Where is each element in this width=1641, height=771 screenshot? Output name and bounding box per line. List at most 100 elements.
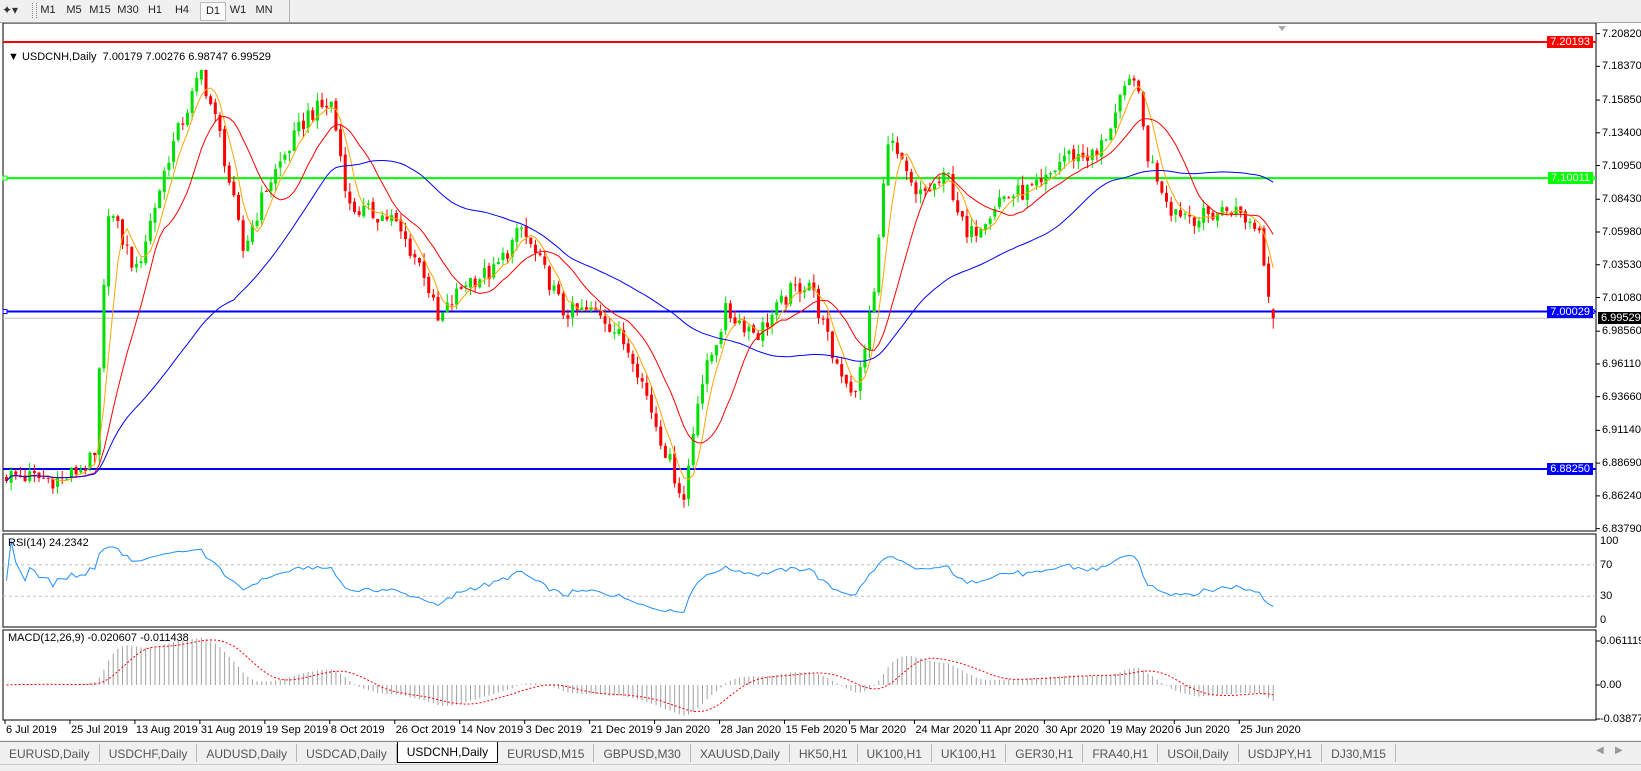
candle-body [121,219,124,245]
candle-body [1271,309,1275,319]
drawing-tools-icon[interactable]: ✦▾ [2,3,19,17]
candle-body [422,261,426,278]
timeframe-toolbar: ✦▾ M1 M5 M15 M30 H1 H4 D1 W1 MN [0,0,1641,23]
chart-window[interactable]: ▼ USDCNH,Daily 7.00179 7.00276 6.98747 6… [0,23,1641,740]
candle-body [315,100,319,121]
candle-body [1118,95,1122,112]
candle-body [329,101,333,107]
candle-body [283,154,287,160]
candle-body [631,353,635,364]
candle-body [1169,201,1173,216]
chart-tab[interactable]: HK50,H1 [790,744,858,762]
price-axis-label: 6.83790 [1602,522,1641,535]
candle-body [608,324,612,332]
chart-tab[interactable]: USDCHF,Daily [100,744,198,762]
timeframe-button-m1[interactable]: M1 [40,4,56,16]
tabs-scroll-left-icon[interactable]: ◀ [1596,745,1604,756]
level-handle-left[interactable] [2,309,8,315]
candle-body [469,277,472,288]
candle-body [255,220,259,226]
chart-tab[interactable]: USDCNH,Daily [396,742,499,763]
candle-body [1151,161,1155,163]
candle-body [199,70,203,80]
candle-body [1081,152,1085,158]
candle-body [250,225,254,243]
candle-body [673,453,677,484]
candle-body [334,100,338,131]
candle-body [32,470,36,473]
candle-body [301,120,305,130]
timeframe-button-m5[interactable]: M5 [66,4,82,16]
level-handle-left[interactable] [2,175,8,181]
chart-tab[interactable]: UK100,H1 [858,744,932,762]
candle-body [325,105,329,108]
candle-body [1216,213,1220,221]
candle-body [69,467,73,479]
candle-body [213,102,217,114]
timeframe-button-mn[interactable]: MN [255,4,273,16]
chart-shift-marker-icon[interactable] [1278,26,1286,31]
candle-body [598,311,602,316]
candle-body [895,142,899,155]
chart-tab[interactable]: UK100,H1 [932,744,1007,762]
chart-tab[interactable]: USOil,Daily [1158,744,1239,762]
candle-body [747,326,751,332]
chart-tab[interactable]: EURUSD,Daily [0,744,100,762]
candle-body [547,266,551,290]
candle-body [278,161,282,168]
timeframe-button-d1[interactable]: D1 [200,2,226,21]
candle-body [162,170,166,192]
chart-canvas[interactable] [0,23,1641,740]
candle-body [933,183,936,191]
candle-body [529,237,533,244]
candle-body [649,394,653,413]
date-axis-label: 14 Nov 2019 [460,724,524,736]
tabs-scroll-right-icon[interactable]: ▶ [1615,745,1623,756]
chart-tab[interactable]: EURUSD,M15 [498,744,595,762]
candle-body [1021,184,1025,200]
chart-tab[interactable]: FRA40,H1 [1083,744,1159,762]
current-price-label: 6.99529 [1598,312,1641,325]
chart-tab[interactable]: GER30,H1 [1006,744,1084,762]
candle-body [974,227,978,236]
candle-body [1100,140,1104,157]
candle-body [1202,207,1206,223]
toolbar-grip[interactable] [32,3,37,18]
chart-tab[interactable]: USDCAD,Daily [297,744,397,762]
timeframe-button-m15[interactable]: M15 [89,4,111,16]
timeframe-button-m30[interactable]: M30 [117,4,139,16]
candle-body [914,182,918,195]
chart-tab[interactable]: DJ30,M15 [1322,744,1396,762]
chart-tab[interactable]: USDJPY,H1 [1239,744,1323,762]
candle-body [1132,78,1136,81]
timeframe-button-h4[interactable]: H4 [174,4,190,16]
timeframe-button-h1[interactable]: H1 [147,4,163,16]
candle-body [752,325,756,333]
candle-body [417,258,421,263]
candle-body [404,231,408,240]
chart-tab[interactable]: AUDUSD,Daily [197,744,298,762]
candle-body [872,291,876,312]
candle-body [218,115,222,132]
candle-body [501,252,505,261]
candle-body [56,478,60,487]
macd-signal-line [6,639,1274,713]
candle-body [102,284,106,369]
candle-body [946,172,950,175]
candle-body [413,253,417,258]
chart-title: ▼ USDCNH,Daily 7.00179 7.00276 6.98747 6… [8,51,271,63]
candle-body [580,307,584,310]
candle-body [1155,163,1159,182]
timeframe-button-w1[interactable]: W1 [229,4,247,16]
date-axis-label: 9 Jan 2020 [655,724,711,736]
date-axis-label: 30 Apr 2020 [1045,724,1105,736]
candle-body [575,303,579,311]
rsi-axis-label: 0 [1600,614,1607,626]
candle-body [436,296,440,321]
candle-body [1109,128,1113,140]
chart-tab[interactable]: XAUUSD,Daily [691,744,790,762]
candle-body [1174,209,1178,215]
collapse-triangle-icon[interactable]: ▼ [8,51,19,63]
chart-tab[interactable]: GBPUSD,M30 [594,744,691,762]
candle-body [566,315,570,319]
